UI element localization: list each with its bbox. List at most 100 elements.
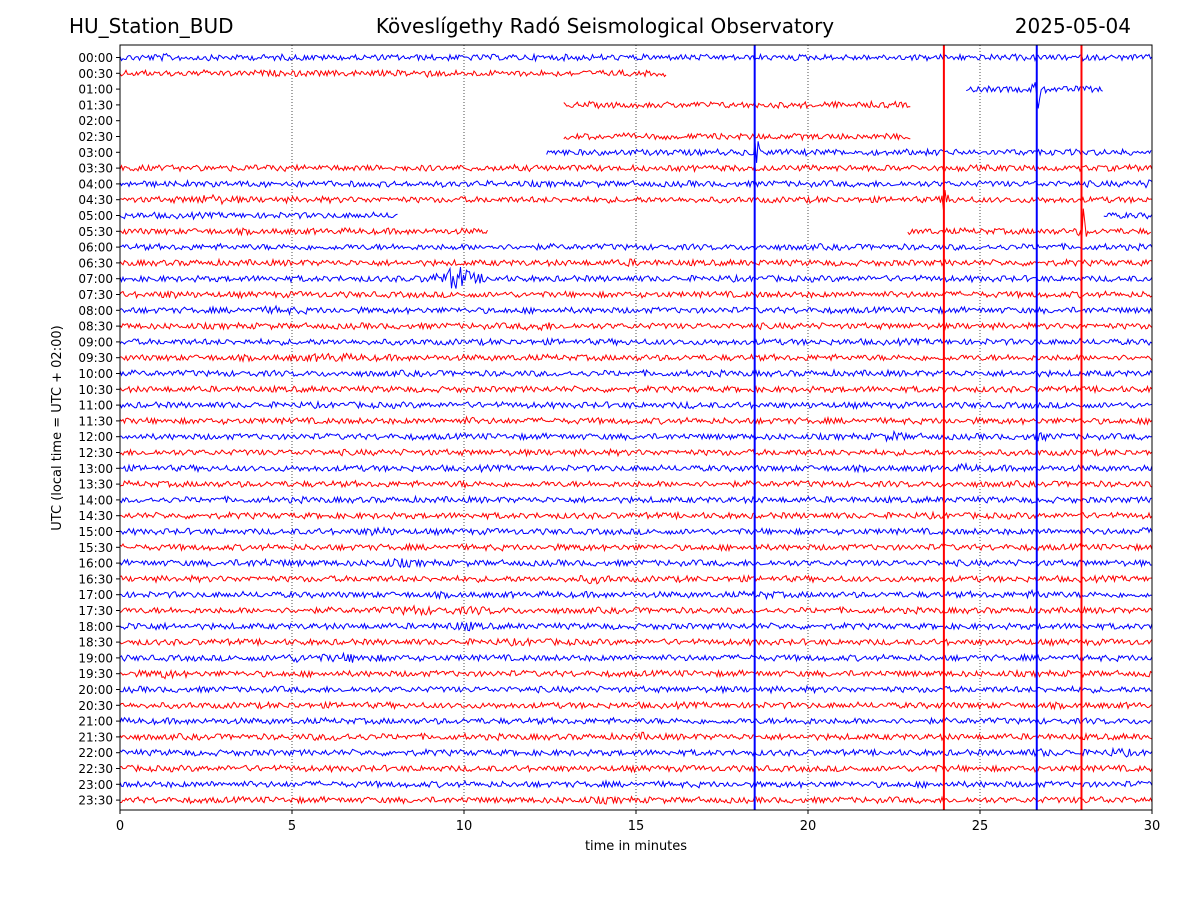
trace-row-1600 [119, 557, 1153, 569]
y-tick-label: 22:30 [78, 762, 113, 776]
trace-row-0700 [119, 266, 1153, 289]
y-tick-label: 16:00 [78, 557, 113, 571]
x-tick-label: 0 [116, 819, 124, 834]
observatory-title: Köveslígethy Radó Seismological Observat… [375, 14, 835, 38]
y-tick-label: 02:00 [78, 114, 113, 128]
y-tick-label: 13:00 [78, 462, 113, 476]
trace-rows [119, 52, 1153, 805]
trace-row-0430 [120, 190, 1153, 211]
trace-row-0330 [119, 163, 1153, 173]
trace-row-1530 [119, 542, 1153, 553]
y-tick-label: 23:30 [78, 794, 113, 808]
trace-row-0030 [119, 68, 667, 79]
trace-row-0600 [119, 242, 1153, 252]
y-tick-label: 01:00 [78, 83, 113, 97]
y-tick-label: 08:00 [78, 304, 113, 318]
trace-row-1800 [119, 621, 1153, 632]
y-tick-label: 12:30 [78, 446, 113, 460]
trace-row-0730 [119, 289, 1153, 300]
trace-row-1400 [119, 494, 1153, 505]
trace-row-1730 [119, 604, 1153, 617]
y-tick-label: 15:30 [78, 541, 113, 555]
y-tick-label: 23:00 [78, 778, 113, 792]
y-tick-label: 19:00 [78, 651, 113, 665]
trace-row-2000 [119, 684, 1153, 695]
y-tick-label: 22:00 [78, 746, 113, 760]
trace-row-1330 [119, 479, 1153, 490]
station-label: HU_Station_BUD [69, 14, 234, 38]
y-tick-label: 00:30 [78, 67, 113, 81]
trace-row-1230 [119, 447, 1153, 458]
trace-row-2130 [119, 731, 1153, 742]
trace-row-1900 [119, 651, 1153, 664]
y-tick-label: 20:30 [78, 699, 113, 713]
y-tick-label: 05:30 [78, 225, 113, 239]
y-tick-label: 09:30 [78, 351, 113, 365]
y-tick-label: 02:30 [78, 130, 113, 144]
y-tick-label: 21:30 [78, 730, 113, 744]
x-tick-label: 30 [1144, 819, 1161, 834]
y-tick-label: 09:00 [78, 335, 113, 349]
trace-row-1100 [119, 399, 1153, 410]
trace-row-1200 [119, 429, 1153, 443]
y-tick-label: 20:00 [78, 683, 113, 697]
trace-row-1130 [119, 415, 1153, 426]
y-tick-label: 17:00 [78, 588, 113, 602]
x-tick-label: 25 [972, 819, 989, 834]
y-tick-label: 13:30 [78, 478, 113, 492]
y-tick-label: 03:00 [78, 146, 113, 160]
y-tick-label: 11:30 [78, 414, 113, 428]
trace-row-1630 [119, 574, 1153, 585]
y-tick-label: 07:00 [78, 272, 113, 286]
y-tick-label: 10:00 [78, 367, 113, 381]
trace-row-0900 [119, 337, 1153, 347]
trace-row-2330 [120, 795, 1153, 805]
y-tick-label: 18:00 [78, 620, 113, 634]
y-tick-label: 01:30 [78, 98, 113, 112]
trace-row-1000 [119, 368, 1153, 378]
trace-row-0130 [563, 99, 911, 110]
grid-lines [291, 45, 981, 810]
date-label: 2025-05-04 [1014, 14, 1131, 38]
y-tick-label: 00:00 [78, 51, 113, 65]
trace-row-0400 [119, 178, 1153, 189]
y-tick-label: 21:00 [78, 715, 113, 729]
y-tick-label: 16:30 [78, 572, 113, 586]
y-tick-label: 18:30 [78, 636, 113, 650]
x-tick-label: 20 [800, 819, 817, 834]
trace-row-2100 [119, 716, 1153, 726]
y-tick-label: 05:00 [78, 209, 113, 223]
trace-row-1830 [119, 637, 1153, 648]
trace-row-1430 [119, 510, 1153, 521]
trace-row-0100 [966, 82, 1103, 109]
y-tick-label: 04:30 [78, 193, 113, 207]
x-axis-label: time in minutes [585, 839, 687, 854]
trace-row-0230 [563, 132, 911, 142]
y-tick-label: 06:00 [78, 241, 113, 255]
trace-row-0830 [119, 321, 1153, 332]
y-tick-label: 04:00 [78, 177, 113, 191]
x-tick-labels: 0 5 10 15 20 25 30 [116, 810, 1160, 834]
trace-row-0300 [546, 141, 1152, 163]
y-tick-label: 17:30 [78, 604, 113, 618]
y-tick-label: 15:00 [78, 525, 113, 539]
y-tick-label: 07:30 [78, 288, 113, 302]
trace-row-1030 [119, 384, 1153, 395]
trace-row-0500 [119, 210, 398, 221]
trace-row-0500 [1103, 211, 1153, 220]
x-tick-label: 5 [288, 819, 296, 834]
y-tick-label: 14:30 [78, 509, 113, 523]
trace-row-1930 [119, 668, 1153, 680]
trace-row-0930 [119, 352, 1153, 363]
x-tick-label: 10 [456, 819, 473, 834]
trace-row-0000 [119, 52, 1153, 63]
trace-row-1700 [119, 588, 1153, 601]
trace-row-0530 [119, 226, 488, 237]
y-tick-label: 08:30 [78, 320, 113, 334]
trace-row-2300 [119, 779, 1153, 790]
x-tick-label: 15 [628, 819, 645, 834]
y-tick-label: 12:00 [78, 430, 113, 444]
trace-row-1300 [119, 462, 1153, 474]
